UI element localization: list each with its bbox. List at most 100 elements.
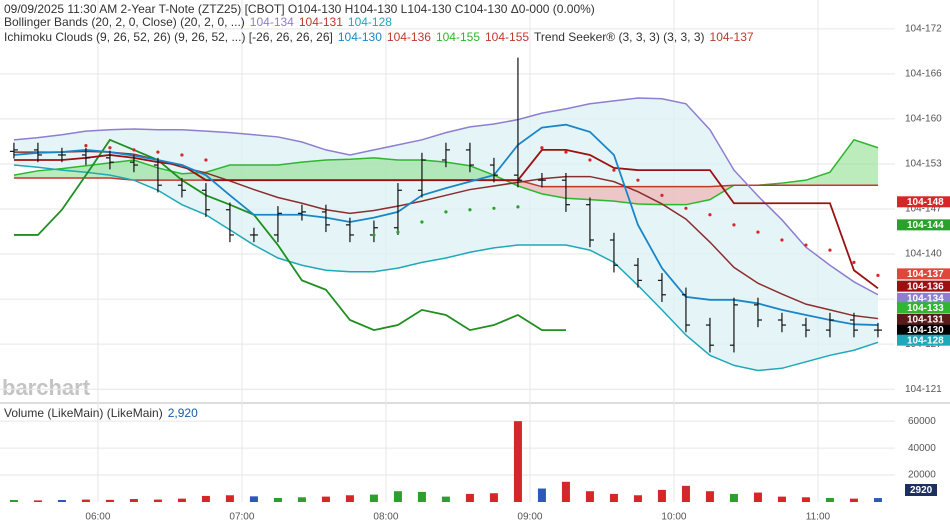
volume-bar xyxy=(705,491,714,502)
seeker-dot xyxy=(612,168,616,172)
cloud-segment xyxy=(109,160,134,181)
volume-bar xyxy=(369,494,378,502)
volume-bar xyxy=(177,498,186,502)
seeker-dot xyxy=(540,146,544,150)
volume-bar xyxy=(729,493,738,502)
volume-bar xyxy=(393,491,402,502)
price-tag xyxy=(897,280,950,292)
volume-bar xyxy=(321,496,330,502)
study-readout: 104-155 xyxy=(435,30,480,44)
seeker-dot xyxy=(516,205,520,209)
price-tag xyxy=(897,219,950,231)
seeker-dot xyxy=(204,158,208,162)
y-tick-label: 104-160 xyxy=(905,114,942,125)
cloud-segment xyxy=(613,186,638,204)
seeker-dot xyxy=(420,220,424,224)
x-tick-label: 07:00 xyxy=(229,512,254,523)
price-tag xyxy=(897,302,950,314)
volume-bar xyxy=(9,499,18,502)
volume-bar xyxy=(585,491,594,502)
ichimoku-lagging xyxy=(13,138,566,332)
price-tag xyxy=(897,313,950,325)
volume-bar xyxy=(825,497,834,502)
volume-bar xyxy=(873,498,882,502)
volume-bar xyxy=(249,496,258,502)
seeker-dot xyxy=(588,158,592,162)
volume-bar xyxy=(513,421,522,502)
cloud-segment xyxy=(397,160,422,181)
volume-bar xyxy=(225,495,234,502)
volume-bar xyxy=(153,499,162,502)
cloud-segment xyxy=(181,172,206,181)
price-tag-label: 104-136 xyxy=(907,281,944,292)
volume-bar xyxy=(81,499,90,502)
seeker-dot xyxy=(780,238,784,242)
study-readout: 104-128 xyxy=(347,15,392,29)
seeker-dot xyxy=(564,150,568,154)
volume-bar xyxy=(201,495,210,502)
cloud-segment xyxy=(445,162,470,181)
volume-bar xyxy=(417,491,426,502)
cloud-segment xyxy=(373,157,398,181)
cloud-segment xyxy=(301,160,326,181)
study-name: Trend Seeker® (3, 3, 3) (3, 3, 3) xyxy=(534,30,705,44)
seeker-dot xyxy=(156,150,160,154)
header: 09/09/2025 11:30 AM 2-Year T-Note (ZTZ25… xyxy=(4,2,595,16)
study-name: Bollinger Bands (20, 2, 0, Close) (20, 2… xyxy=(4,15,245,29)
seeker-dot xyxy=(852,260,856,264)
price-tag-label: 104-137 xyxy=(907,269,944,280)
volume-bar xyxy=(753,492,762,502)
band-fill xyxy=(13,98,878,371)
volume-bar xyxy=(849,498,858,502)
study-readout: 104-155 xyxy=(485,30,530,44)
seeker-dot xyxy=(108,146,112,150)
price-tag xyxy=(897,324,950,336)
volume-bar xyxy=(273,497,282,502)
cloud-segment xyxy=(133,160,158,181)
seeker-dot xyxy=(756,230,760,234)
price-tag-label: 104-144 xyxy=(907,220,944,231)
volume-bar xyxy=(465,493,474,502)
price-tag-label: 104-133 xyxy=(907,303,944,314)
price-tag-label: 104-128 xyxy=(907,335,944,346)
cloud-segment xyxy=(325,159,350,181)
seeker-dot xyxy=(732,223,736,227)
volume-title: Volume (LikeMain) (LikeMain) xyxy=(4,406,163,420)
volume-bar xyxy=(681,485,690,502)
seeker-dot xyxy=(84,143,88,148)
cloud-segment xyxy=(565,186,590,200)
volume-bar xyxy=(57,499,66,502)
study-readout: 104-131 xyxy=(298,15,343,29)
seeker-dot xyxy=(660,193,664,197)
study-readout: 104-137 xyxy=(709,30,754,44)
price-tag-label: 104-134 xyxy=(907,294,944,305)
y-tick-label: 104-153 xyxy=(905,159,942,170)
seeker-dot xyxy=(636,178,640,182)
cloud-segment xyxy=(421,160,446,181)
price-tag xyxy=(897,268,950,280)
y-tick-label: 104-172 xyxy=(905,23,942,34)
cloud-segment xyxy=(661,186,686,205)
cloud-segment xyxy=(349,157,374,181)
volume-tag xyxy=(905,484,937,496)
price-tag-label: 104-148 xyxy=(907,197,944,208)
study-readout: 104-136 xyxy=(386,30,431,44)
seeker-dot xyxy=(492,206,496,210)
x-tick-label: 06:00 xyxy=(85,512,110,523)
y-tick-label: 60000 xyxy=(908,416,936,427)
volume-bar xyxy=(801,497,810,502)
study-readout: 104-134 xyxy=(249,15,294,29)
seeker-dot xyxy=(684,206,688,210)
seeker-dot xyxy=(444,210,448,214)
seeker-dot xyxy=(132,148,136,152)
study-readout: 104-130 xyxy=(337,30,382,44)
legend-row: Ichimoku Clouds (9, 26, 52, 26) (9, 26, … xyxy=(4,30,759,44)
cloud-segment xyxy=(829,139,854,186)
cloud-segment xyxy=(253,165,278,181)
cloud-segment xyxy=(157,167,182,181)
cloud-segment xyxy=(589,186,614,202)
cloud-segment xyxy=(805,172,830,186)
y-tick-label: 20000 xyxy=(908,470,936,481)
